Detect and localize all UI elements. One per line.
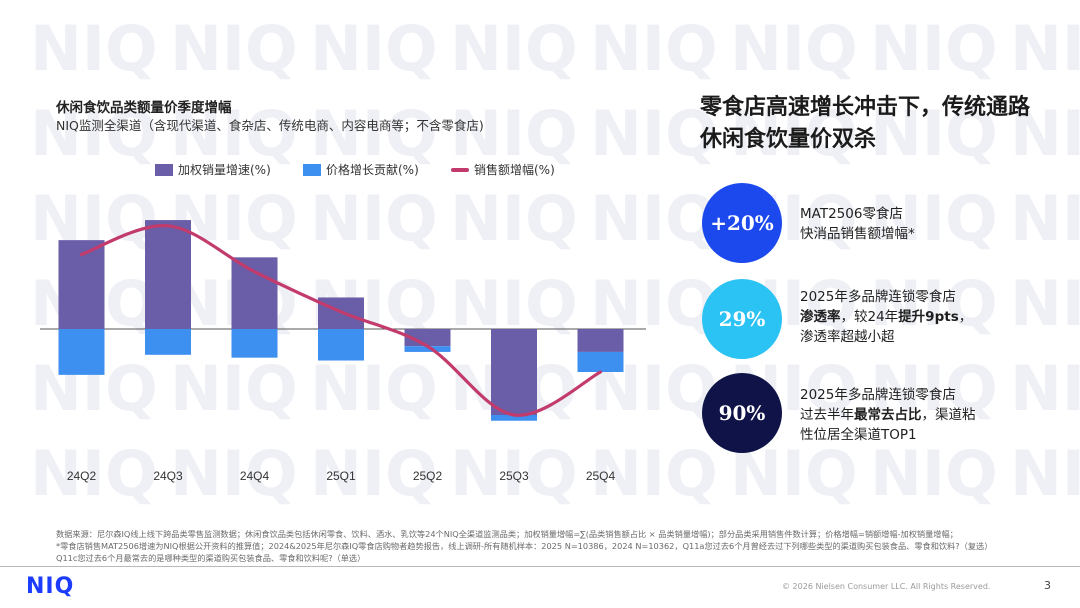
stat-text-highlight: 渗透率 <box>800 309 841 325</box>
bar-volume-24Q4 <box>231 257 278 329</box>
stat-text-segment: 过去半年 <box>800 407 854 423</box>
bar-price-24Q3 <box>145 329 191 355</box>
bar-volume-25Q3 <box>491 329 537 415</box>
stat-text-frequency: 2025年多品牌连锁零食店 过去半年最常去占比，渠道粘 性位居全渠道TOP1 <box>800 385 1040 445</box>
x-tick-label: 25Q1 <box>326 469 356 483</box>
stat-text-segment: 2025年多品牌连锁零食店 <box>800 387 956 403</box>
footer-divider <box>0 566 1080 567</box>
stat-text-line: 2025年多品牌连锁零食店 <box>800 287 1040 307</box>
bar-volume-24Q3 <box>145 220 191 329</box>
stat-circle-penetration: 29% <box>702 279 782 359</box>
watermark-text: NIQ <box>1010 12 1080 85</box>
watermark-text: NIQ <box>870 437 998 510</box>
stat-text-segment: MAT2506零食店 <box>800 206 903 222</box>
stat-text-line: 渗透率，较24年提升9pts， <box>800 307 1040 327</box>
watermark-text: NIQ <box>1010 437 1080 510</box>
x-tick-label: 25Q4 <box>586 469 616 483</box>
stat-text-highlight: 最常去占比 <box>854 407 922 423</box>
x-tick-label: 24Q4 <box>240 469 270 483</box>
legend-item-sales: 销售额增幅(%) <box>451 161 555 178</box>
legend-item-price: 价格增长贡献(%) <box>303 161 419 178</box>
stat-text-line: 渗透率超越小超 <box>800 327 1040 347</box>
legend-swatch-price <box>303 163 321 176</box>
footnote-line-2: *零食店销售MAT2506增速为NIQ根据公开资料的推算值；2024&2025年… <box>56 541 993 551</box>
legend-swatch-volume <box>155 163 173 176</box>
legend-label-price: 价格增长贡献(%) <box>326 163 419 177</box>
x-tick-label: 25Q2 <box>413 469 443 483</box>
bar-price-25Q4 <box>577 351 624 372</box>
stat-text-line: MAT2506零食店 <box>800 204 1040 224</box>
footnote-line-1: 数据来源：尼尔森IQ线上线下跨品类零售监测数据；休闲食饮品类包括休闲零食、饮料、… <box>56 529 958 539</box>
stat-text-line: 过去半年最常去占比，渠道粘 <box>800 405 1040 425</box>
headline: 零食店高速增长冲击下，传统通路休闲食饮量价双杀 <box>700 95 1031 152</box>
x-tick-label: 25Q3 <box>499 469 529 483</box>
page-number: 3 <box>1044 579 1051 592</box>
stat-circle-frequency: 90% <box>702 373 782 453</box>
bar-volume-25Q4 <box>577 329 624 352</box>
legend-label-sales: 销售额增幅(%) <box>474 163 555 177</box>
stat-text-penetration: 2025年多品牌连锁零食店 渗透率，较24年提升9pts， 渗透率超越小超 <box>800 287 1040 347</box>
stat-text-segment: ，较24年 <box>840 309 899 325</box>
stat-text-line: 性位居全渠道TOP1 <box>800 425 1040 445</box>
stat-text-segment: 渗透率超越小超 <box>800 329 895 345</box>
stat-text-line: 快消品销售额增幅* <box>800 224 1040 244</box>
bar-volume-25Q2 <box>404 329 451 347</box>
x-tick-label: 24Q3 <box>153 469 183 483</box>
legend-item-volume: 加权销量增速(%) <box>155 161 271 178</box>
stat-text-segment: 2025年多品牌连锁零食店 <box>800 289 956 305</box>
bar-price-25Q1 <box>318 329 364 361</box>
stat-text-segment: 性位居全渠道TOP1 <box>800 427 917 443</box>
stat-text-line: 2025年多品牌连锁零食店 <box>800 385 1040 405</box>
stat-text-segment: 快消品销售额增幅* <box>800 226 915 242</box>
bar-price-24Q4 <box>231 329 278 358</box>
footnote-line-3: Q11c您过去6个月最常去的是哪种类型的渠道购买包装食品、零食和饮料呢?（单选） <box>56 553 366 563</box>
stat-text-segment: ， <box>958 309 973 325</box>
niq-logo: NIQ <box>26 574 75 599</box>
chart-subtitle: NIQ监测全渠道（含现代渠道、食杂店、传统电商、内容电商等；不含零食店) <box>56 118 484 133</box>
copyright: © 2026 Nielsen Consumer LLC. All Rights … <box>782 582 991 591</box>
footnote: 数据来源：尼尔森IQ线上线下跨品类零售监测数据；休闲食饮品类包括休闲零食、饮料、… <box>56 528 1036 564</box>
bar-price-25Q2 <box>404 346 451 352</box>
stat-text-highlight: 提升9pts <box>898 309 959 325</box>
x-tick-label: 24Q2 <box>67 469 97 483</box>
watermark-text: NIQ <box>870 12 998 85</box>
bar-price-25Q3 <box>491 415 537 421</box>
chart-title: 休闲食饮品类额量价季度增幅 <box>56 100 232 116</box>
chart-plot: 24Q2 24Q3 24Q4 25Q1 25Q2 25Q3 25Q4 <box>40 220 646 483</box>
legend-swatch-sales <box>451 167 469 172</box>
stat-circle-sales-growth: +20% <box>702 183 782 263</box>
bar-price-24Q2 <box>58 329 105 375</box>
stat-text-sales-growth: MAT2506零食店 快消品销售额增幅* <box>800 204 1040 244</box>
legend-label-volume: 加权销量增速(%) <box>178 163 271 177</box>
stat-text-segment: ，渠道粘 <box>921 407 976 423</box>
watermark-text: NIQ <box>730 12 858 85</box>
